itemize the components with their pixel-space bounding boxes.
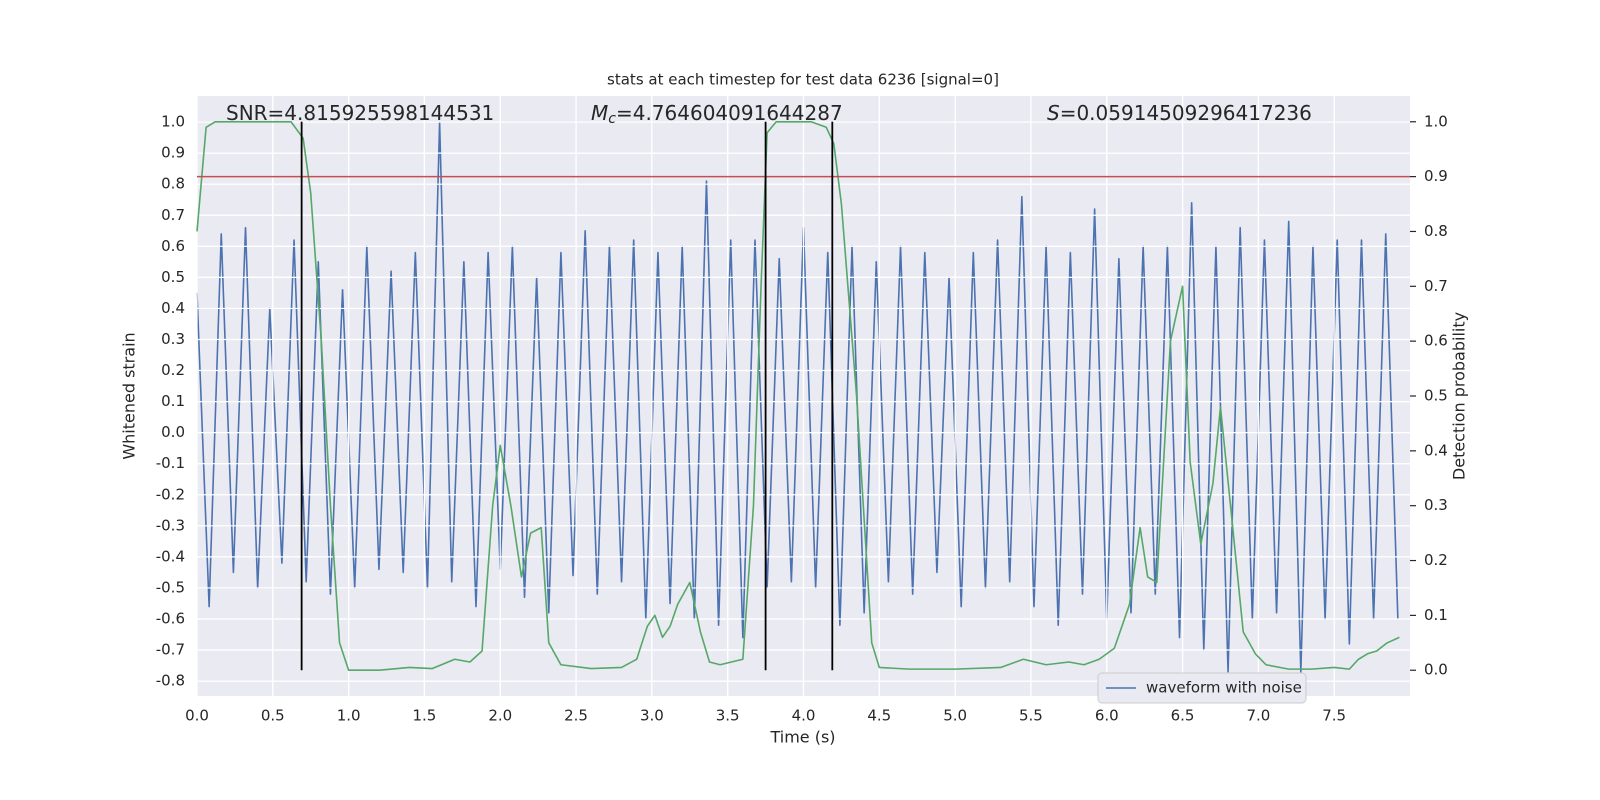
annotation-symbol: S	[1047, 101, 1060, 125]
y-axis-label: Whitened strain	[120, 332, 139, 459]
y-tick-label: 1.0	[161, 113, 185, 131]
x-tick-label: 0.5	[261, 707, 285, 725]
y-tick-label: -0.7	[156, 641, 185, 659]
y-tick-label: -0.6	[156, 609, 185, 627]
y-tick-label: 0.8	[161, 175, 185, 193]
x-tick-label: 4.5	[867, 707, 891, 725]
grid-line-overlay	[196, 121, 1399, 673]
x-tick-label: 3.0	[640, 707, 664, 725]
annotation-text: SNR=4.815925598144531	[226, 101, 494, 125]
y-tick-label: 0.2	[161, 361, 185, 379]
y2-tick-label: 0.1	[1424, 606, 1448, 624]
labels: 0.0 0.5 1.0 1.5 2.0 2.5 3.0 3.5 4.0 4.5 5.0 5.5 6.0 6…	[156, 101, 1448, 725]
y-tick-label: -0.5	[156, 578, 185, 596]
annotation-subscript: c	[608, 111, 616, 127]
y-tick-label: -0.4	[156, 547, 185, 565]
y-tick-label: 0.1	[161, 392, 185, 410]
y-tick-label: 0.3	[161, 330, 185, 348]
y2-tick-label: 0.8	[1424, 222, 1448, 240]
annotation: S=0.05914509296417236	[1047, 101, 1312, 125]
y2-axis-label: Detection probability	[1450, 312, 1469, 480]
annotation-text: =0.05914509296417236	[1060, 101, 1312, 125]
annotation: Mc=4.764604091644287	[591, 101, 843, 128]
y-tick-label: -0.1	[156, 454, 185, 472]
y2-tick-label: 0.0	[1424, 661, 1448, 679]
x-tick-label: 2.0	[488, 707, 512, 725]
y-tick-label: -0.2	[156, 485, 185, 503]
y-tick-label: 0.4	[161, 299, 185, 317]
grid	[196, 96, 1410, 696]
x-tick-label: 4.0	[792, 707, 816, 725]
annotation: SNR=4.815925598144531	[226, 101, 494, 125]
x-tick-label: 3.5	[716, 707, 740, 725]
x-tick-label: 1.0	[337, 707, 361, 725]
y-tick-label: 0.0	[161, 423, 185, 441]
y-tick-label: -0.8	[156, 672, 185, 690]
y-tick-label: 0.9	[161, 144, 185, 162]
x-tick-label: 5.0	[943, 707, 967, 725]
x-tick-label: 0.0	[185, 707, 209, 725]
grid-line-overlay	[196, 120, 1400, 672]
chart-title: stats at each timestep for test data 623…	[607, 71, 999, 89]
x-tick-label: 7.5	[1322, 707, 1346, 725]
y2-tick-label: 0.2	[1424, 551, 1448, 569]
x-tick-label: 2.5	[564, 707, 588, 725]
y-tick-label: 0.7	[161, 206, 185, 224]
x-tick-label: 7.0	[1246, 707, 1270, 725]
legend-box	[1097, 672, 1307, 704]
y2-tick-label: 1.0	[1424, 112, 1448, 130]
x-tick-label: 6.0	[1095, 707, 1119, 725]
y2-tick-label: 0.9	[1424, 167, 1448, 185]
x-tick-label: 1.5	[413, 707, 437, 725]
y2-tick-label: 0.3	[1424, 496, 1448, 514]
y-tick-label: -0.3	[156, 516, 185, 534]
x-axis-label: Time (s)	[769, 728, 835, 747]
annotation-symbol: M	[591, 101, 608, 125]
x-tick-label: 5.5	[1019, 707, 1043, 725]
x-tick-label: 6.5	[1171, 707, 1195, 725]
y2-tick-label: 0.7	[1424, 277, 1448, 295]
legend-label: waveform with noise	[1146, 679, 1302, 697]
y2-tick-label: 0.6	[1424, 332, 1448, 350]
marks	[196, 96, 1410, 696]
annotation-text: =4.764604091644287	[616, 101, 843, 125]
y-tick-label: 0.5	[161, 268, 185, 286]
y2-tick-label: 0.4	[1424, 441, 1448, 459]
y-tick-label: 0.6	[161, 237, 185, 255]
y2-tick-label: 0.5	[1424, 387, 1448, 405]
